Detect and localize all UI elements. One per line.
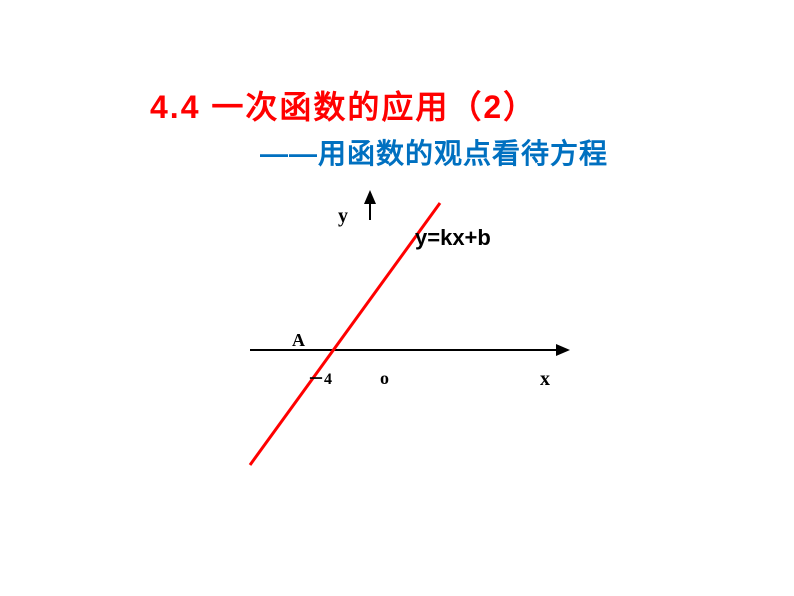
origin-label: o: [380, 368, 389, 389]
y-axis-label: y: [338, 205, 348, 228]
coordinate-graph: [220, 190, 580, 500]
graph-container: y x o A －4 y=kx+b: [220, 190, 580, 500]
main-title: 4.4 一次函数的应用（2）: [150, 82, 537, 128]
point-a-label: A: [292, 330, 305, 351]
subtitle: ——用函数的观点看待方程: [260, 132, 608, 172]
x-intercept-label: －4: [308, 365, 332, 389]
line-equation-label: y=kx+b: [415, 225, 491, 251]
x-axis-label: x: [540, 368, 550, 391]
